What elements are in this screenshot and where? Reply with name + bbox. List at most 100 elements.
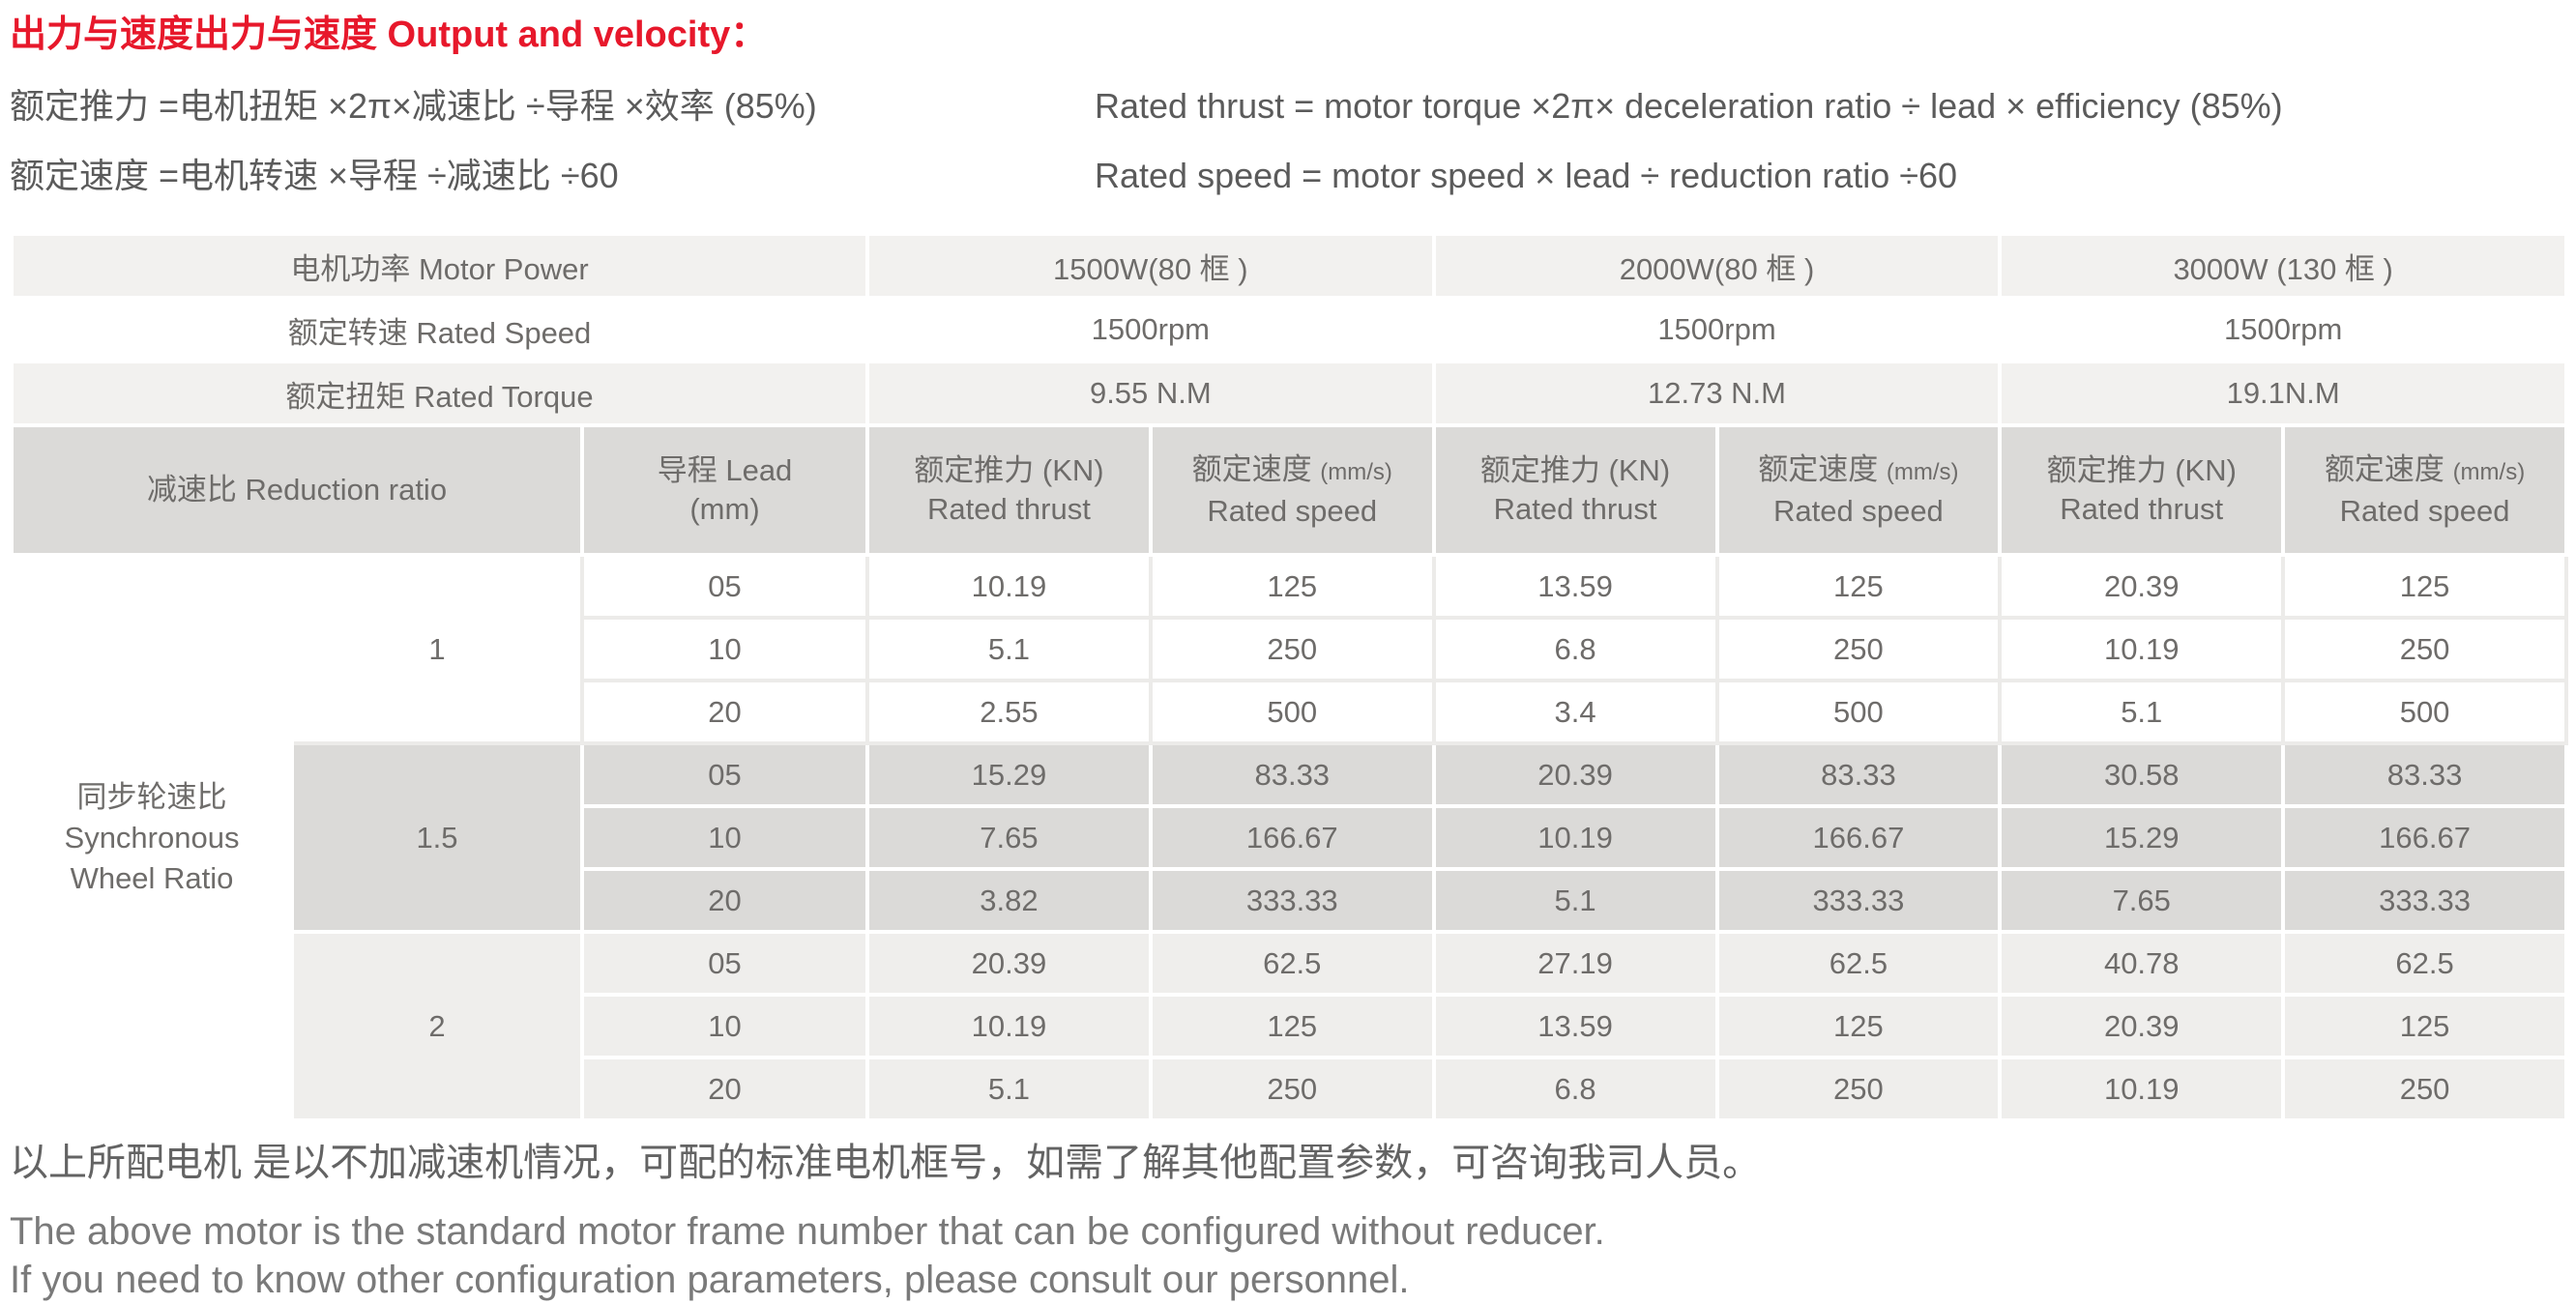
- rated-torque-label: 额定扭矩 Rated Torque: [9, 360, 870, 427]
- formula-row-speed: 额定速度 =电机转速 ×导程 ÷减速比 ÷60 Rated speed = mo…: [10, 155, 2566, 197]
- header-rated-speed: 额定速度 (mm/s) Rated speed: [1714, 423, 2003, 557]
- ratio-cell: 1.5: [290, 741, 584, 934]
- lead-cell: 10: [579, 616, 870, 682]
- lead-cell: 20: [579, 867, 870, 934]
- header-rated-thrust: 额定推力 (KN) Rated thrust: [1431, 423, 1719, 557]
- table-row: 1.5 05 15.29 83.33 20.39 83.33 30.58 83.…: [12, 741, 2568, 934]
- value-cell: 15.29: [865, 741, 1153, 808]
- value-cell: 333.33: [1714, 867, 2003, 934]
- value-cell: 20.39: [1431, 741, 1719, 808]
- value-cell: 3.4: [1431, 679, 1719, 745]
- value-cell: 20.39: [865, 930, 1153, 997]
- value-cell: 6.8: [1431, 616, 1719, 682]
- lead-cell: 05: [579, 930, 870, 997]
- formula-speed-cn: 额定速度 =电机转速 ×导程 ÷减速比 ÷60: [10, 156, 619, 195]
- spec-table: 电机功率 Motor Power 1500W(80 框 ) 2000W(80 框…: [9, 232, 2568, 1122]
- motor-power-label: 电机功率 Motor Power: [9, 232, 870, 300]
- ratio-cell: 2: [290, 930, 584, 1122]
- table-row: 10 10.19 125 13.59 125 20.39 125: [12, 993, 2568, 1059]
- lead-cell: 20: [579, 679, 870, 745]
- value-cell: 500: [1714, 679, 2003, 745]
- group-label-cell: 同步轮速比 Synchronous Wheel Ratio: [10, 553, 294, 1122]
- value-cell: 500: [2281, 679, 2568, 745]
- motor-power-row: 电机功率 Motor Power 1500W(80 框 ) 2000W(80 框…: [9, 232, 2568, 300]
- value-cell: 5.1: [865, 616, 1153, 682]
- lead-cell: 05: [579, 741, 870, 808]
- value-cell: 62.5: [2281, 930, 2568, 997]
- column-header-row: 减速比 Reduction ratio 导程 Lead (mm) 额定推力 (K…: [10, 423, 2568, 557]
- rated-torque-value: 12.73 N.M: [1431, 360, 2003, 427]
- value-cell: 5.1: [865, 1056, 1153, 1122]
- value-cell: 7.65: [1998, 867, 2286, 934]
- footer-note-en-line1: The above motor is the standard motor fr…: [10, 1210, 1605, 1253]
- lead-cell: 10: [579, 804, 870, 871]
- table-row: 20 2.55 500 3.4 500 5.1 500: [12, 679, 2568, 745]
- formula-thrust-en: Rated thrust = motor torque ×2π× deceler…: [1095, 86, 2283, 126]
- value-cell: 10.19: [865, 993, 1153, 1059]
- header-reduction-ratio: 减速比 Reduction ratio: [10, 423, 584, 557]
- value-cell: 3.82: [865, 867, 1153, 934]
- table-row: 20 5.1 250 6.8 250 10.19 250: [12, 1056, 2568, 1122]
- header-rated-thrust: 额定推力 (KN) Rated thrust: [1998, 423, 2286, 557]
- value-cell: 2.55: [865, 679, 1153, 745]
- value-cell: 250: [2281, 1056, 2568, 1122]
- rated-speed-value: 1500rpm: [1998, 296, 2568, 363]
- value-cell: 250: [1148, 616, 1436, 682]
- value-cell: 125: [1714, 993, 2003, 1059]
- table-row: 10 7.65 166.67 10.19 166.67 15.29 166.67: [12, 804, 2568, 871]
- formula-row-thrust: 额定推力 =电机扭矩 ×2π×减速比 ÷导程 ×效率 (85%) Rated t…: [10, 85, 2566, 128]
- header-rated-thrust: 额定推力 (KN) Rated thrust: [865, 423, 1153, 557]
- value-cell: 6.8: [1431, 1056, 1719, 1122]
- value-cell: 83.33: [2281, 741, 2568, 808]
- footer-note-en-line2: If you need to know other configuration …: [10, 1259, 1410, 1301]
- table-row: 10 5.1 250 6.8 250 10.19 250: [12, 616, 2568, 682]
- value-cell: 10.19: [1431, 804, 1719, 871]
- value-cell: 125: [2281, 993, 2568, 1059]
- header-rated-speed: 额定速度 (mm/s) Rated speed: [2281, 423, 2568, 557]
- value-cell: 500: [1148, 679, 1436, 745]
- value-cell: 30.58: [1998, 741, 2286, 808]
- motor-power-value: 2000W(80 框 ): [1431, 232, 2003, 300]
- value-cell: 250: [1148, 1056, 1436, 1122]
- value-cell: 125: [1148, 553, 1436, 620]
- value-cell: 250: [2281, 616, 2568, 682]
- value-cell: 27.19: [1431, 930, 1719, 997]
- value-cell: 15.29: [1998, 804, 2286, 871]
- value-cell: 62.5: [1148, 930, 1436, 997]
- value-cell: 5.1: [1998, 679, 2286, 745]
- motor-power-value: 1500W(80 框 ): [865, 232, 1436, 300]
- value-cell: 10.19: [1998, 1056, 2286, 1122]
- value-cell: 7.65: [865, 804, 1153, 871]
- table-row: 同步轮速比 Synchronous Wheel Ratio 1 05 10.19…: [10, 553, 2568, 1122]
- value-cell: 125: [1714, 553, 2003, 620]
- value-cell: 20.39: [1998, 993, 2286, 1059]
- lead-cell: 20: [579, 1056, 870, 1122]
- value-cell: 166.67: [1714, 804, 2003, 871]
- value-cell: 166.67: [2281, 804, 2568, 871]
- formula-speed-en: Rated speed = motor speed × lead ÷ reduc…: [1095, 156, 1958, 195]
- formula-thrust-cn: 额定推力 =电机扭矩 ×2π×减速比 ÷导程 ×效率 (85%): [10, 86, 817, 126]
- value-cell: 125: [2281, 553, 2568, 620]
- page-title: 出力与速度出力与速度 Output and velocity：: [10, 14, 768, 55]
- ratio-cell: 1: [290, 553, 584, 745]
- table-row: 20 3.82 333.33 5.1 333.33 7.65 333.33: [12, 867, 2568, 934]
- value-cell: 13.59: [1431, 553, 1719, 620]
- value-cell: 250: [1714, 1056, 2003, 1122]
- lead-cell: 05: [579, 553, 870, 620]
- header-lead: 导程 Lead (mm): [579, 423, 870, 557]
- value-cell: 10.19: [865, 553, 1153, 620]
- value-cell: 13.59: [1431, 993, 1719, 1059]
- value-cell: 333.33: [2281, 867, 2568, 934]
- value-cell: 62.5: [1714, 930, 2003, 997]
- value-cell: 83.33: [1148, 741, 1436, 808]
- value-cell: 166.67: [1148, 804, 1436, 871]
- rated-torque-row: 额定扭矩 Rated Torque 9.55 N.M 12.73 N.M 19.…: [9, 360, 2568, 427]
- rated-speed-value: 1500rpm: [1431, 296, 2003, 363]
- value-cell: 125: [1148, 993, 1436, 1059]
- header-rated-speed: 额定速度 (mm/s) Rated speed: [1148, 423, 1436, 557]
- value-cell: 333.33: [1148, 867, 1436, 934]
- rated-torque-value: 19.1N.M: [1998, 360, 2568, 427]
- value-cell: 40.78: [1998, 930, 2286, 997]
- rated-speed-label: 额定转速 Rated Speed: [9, 296, 870, 363]
